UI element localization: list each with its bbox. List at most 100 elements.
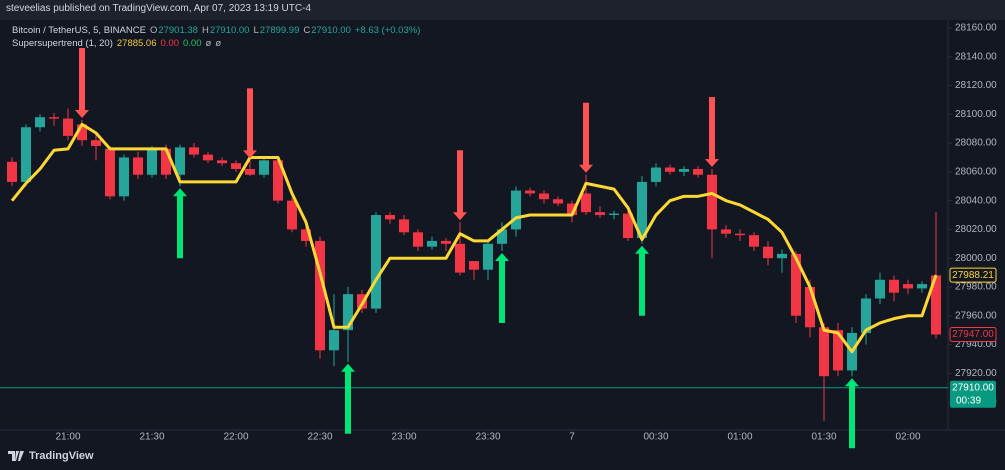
- price-label: 27910.00: [952, 382, 994, 393]
- sell-arrow: [453, 150, 467, 221]
- candle-body: [7, 161, 17, 182]
- candle-body: [231, 163, 241, 169]
- ohlc-key: C: [303, 25, 311, 36]
- x-tick-label: 02:00: [895, 432, 920, 443]
- ohlc-value: 27901.38: [158, 25, 198, 36]
- buy-arrow: [173, 188, 187, 259]
- candle-body: [175, 147, 185, 175]
- indicator-value: 27885.06: [116, 38, 157, 49]
- indicator-legend: Supersupertrend (1, 20) 27885.06 0.00 0.00…: [12, 38, 221, 49]
- buy-arrow: [845, 378, 859, 449]
- candle-body: [875, 279, 885, 299]
- buy-arrow: [635, 245, 649, 316]
- ohlc-key: L: [253, 25, 259, 36]
- candle-body: [931, 275, 941, 335]
- candle-body: [917, 284, 927, 289]
- candle-body: [91, 140, 101, 146]
- x-tick-label: 21:00: [55, 432, 80, 443]
- candle-body: [203, 154, 213, 161]
- top-bar: [0, 0, 1005, 20]
- candle-body: [343, 294, 353, 331]
- candle-body: [287, 200, 297, 230]
- candle-body: [525, 190, 535, 194]
- close-label-box: [949, 326, 997, 342]
- candle-body: [189, 147, 199, 155]
- candle-body: [497, 229, 507, 244]
- candle-body: [273, 160, 283, 201]
- supertrend-label-box: [949, 267, 997, 283]
- y-tick-label: 27920.00: [955, 368, 997, 379]
- candle-body: [679, 168, 689, 172]
- candle-body: [721, 229, 731, 234]
- ohlc-value: 27899.99: [259, 25, 300, 36]
- candle-body: [385, 215, 395, 220]
- indicator-value: ø: [205, 38, 212, 49]
- candle-body: [259, 160, 269, 175]
- candle-body: [77, 124, 87, 141]
- sell-arrow: [579, 102, 593, 173]
- sell-arrow: [243, 88, 257, 159]
- y-tick-label: 28080.00: [955, 138, 997, 149]
- candle-body: [749, 235, 759, 247]
- candle-body: [161, 148, 171, 175]
- candle-body: [819, 327, 829, 377]
- candle-body: [119, 157, 129, 197]
- candle-body: [399, 219, 409, 233]
- footer: TradingView: [8, 450, 94, 462]
- candle-body: [637, 181, 647, 239]
- candle-body: [665, 167, 675, 172]
- candle-body: [609, 213, 619, 216]
- x-tick-label: 22:30: [307, 432, 332, 443]
- candle-body: [623, 213, 633, 239]
- supertrend-line: [10, 122, 938, 354]
- candle-body: [777, 253, 787, 259]
- x-tick-label: 01:00: [727, 432, 752, 443]
- candle-body: [147, 148, 157, 175]
- candle-body: [413, 232, 423, 247]
- countdown: 00:39: [956, 395, 981, 406]
- y-tick-label: 28000.00: [955, 253, 997, 264]
- candle-body: [763, 246, 773, 259]
- candle-body: [805, 286, 815, 328]
- candle-body: [735, 233, 745, 236]
- x-tick-label: 23:00: [391, 432, 416, 443]
- x-tick-label: 23:30: [475, 432, 500, 443]
- candle-body: [133, 157, 143, 175]
- ohlc-key: H: [201, 25, 209, 36]
- x-tick-label: 01:30: [811, 432, 836, 443]
- candle-body: [651, 167, 661, 182]
- candle-body: [21, 127, 31, 182]
- candle-body: [553, 199, 563, 204]
- y-tick-label: 28140.00: [955, 51, 997, 62]
- candle-body: [469, 261, 479, 270]
- candle-body: [903, 284, 913, 289]
- candle-body: [245, 168, 255, 175]
- x-tick-label: 7: [569, 432, 575, 443]
- y-tick-label: 27940.00: [955, 339, 997, 350]
- candle-body: [567, 203, 577, 216]
- change: +8.63 (+0.03%): [354, 25, 421, 36]
- candle-body: [49, 117, 59, 119]
- candle-body: [595, 212, 605, 216]
- y-tick-label: 27980.00: [955, 282, 997, 293]
- indicator-name: Supersupertrend (1, 20): [12, 38, 113, 49]
- candle-body: [889, 279, 899, 293]
- candle-body: [455, 243, 465, 273]
- publisher: steveelias published on TradingView.com,…: [6, 3, 311, 14]
- y-tick-label: 28020.00: [955, 224, 997, 235]
- ohlc-value: 27910.00: [209, 25, 250, 36]
- candle-body: [539, 193, 549, 200]
- y-tick-label: 28100.00: [955, 109, 997, 120]
- symbol: Bitcoin / TetherUS, 5, BINANCE: [12, 25, 146, 36]
- candle-body: [35, 117, 45, 128]
- logo: [8, 451, 24, 461]
- price-label-box: [950, 380, 996, 408]
- candle-body: [791, 253, 801, 316]
- candle-body: [315, 240, 325, 351]
- sell-arrow: [75, 48, 89, 119]
- candle-body: [441, 240, 451, 244]
- buy-arrow: [341, 363, 355, 434]
- ohlc-value: 27910.00: [311, 25, 351, 36]
